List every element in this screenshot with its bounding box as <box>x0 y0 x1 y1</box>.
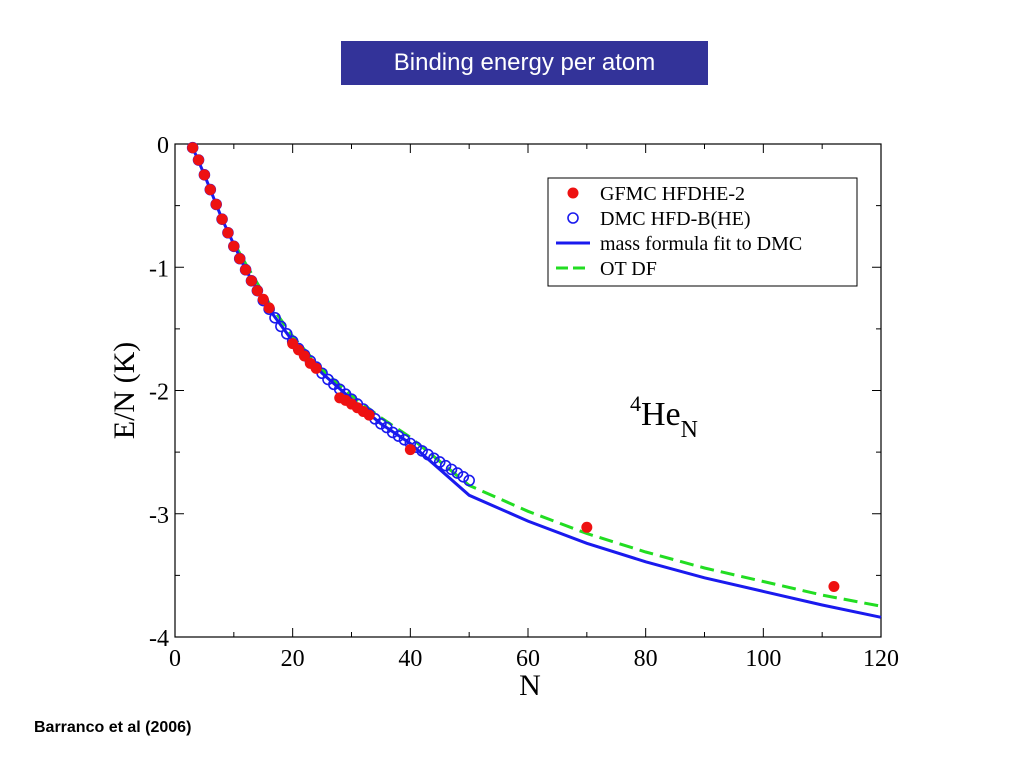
series-line-ot-df <box>232 241 882 608</box>
data-point-gfmc-hfdhe-2 <box>581 521 593 533</box>
data-point-dmc-hfd-b-he <box>439 459 452 472</box>
legend-marker <box>567 212 579 224</box>
data-point-dmc-hfd-b-he <box>422 448 434 461</box>
data-point-gfmc-hfdhe-2 <box>245 275 257 287</box>
data-point-gfmc-hfdhe-2 <box>204 184 216 196</box>
data-point-gfmc-hfdhe-2 <box>240 264 252 276</box>
legend-label: mass formula fit to DMC <box>600 233 802 255</box>
data-point-gfmc-hfdhe-2 <box>298 350 310 362</box>
x-tick-label: 60 <box>516 646 540 672</box>
isotope-annotation: 4HeN <box>630 391 698 443</box>
y-tick-label: -2 <box>149 380 169 406</box>
legend-label: DMC HFD-B(HE) <box>600 208 751 230</box>
data-point-gfmc-hfdhe-2 <box>198 169 210 181</box>
data-point-dmc-hfd-b-he <box>269 311 281 324</box>
data-point-dmc-hfd-b-he <box>445 463 458 476</box>
data-point-dmc-hfd-b-he <box>375 417 387 430</box>
data-point-gfmc-hfdhe-2 <box>187 142 199 154</box>
data-point-gfmc-hfdhe-2 <box>251 285 263 297</box>
x-tick-label: 80 <box>634 646 658 672</box>
data-point-dmc-hfd-b-he <box>433 456 446 468</box>
data-point-dmc-hfd-b-he <box>463 474 475 487</box>
legend-marker <box>567 187 579 199</box>
data-point-gfmc-hfdhe-2 <box>228 240 240 252</box>
data-point-dmc-hfd-b-he <box>275 320 287 333</box>
x-tick-label: 120 <box>863 646 899 672</box>
data-point-dmc-hfd-b-he <box>398 433 411 446</box>
data-point-gfmc-hfdhe-2 <box>363 409 375 421</box>
y-tick-label: -4 <box>149 626 169 652</box>
x-tick-label: 0 <box>169 646 181 672</box>
y-tick-label: -3 <box>149 503 169 529</box>
data-point-gfmc-hfdhe-2 <box>310 362 322 374</box>
data-point-dmc-hfd-b-he <box>416 445 428 457</box>
x-tick-label: 100 <box>745 646 781 672</box>
slide-title: Binding energy per atom <box>341 41 708 85</box>
data-point-gfmc-hfdhe-2 <box>222 227 234 239</box>
data-point-dmc-hfd-b-he <box>428 452 440 465</box>
data-point-dmc-hfd-b-he <box>392 430 405 442</box>
y-axis-label: E/N (K) <box>108 342 141 439</box>
data-point-dmc-hfd-b-he <box>451 467 464 479</box>
x-axis-label: N <box>519 669 541 702</box>
data-point-gfmc-hfdhe-2 <box>263 302 275 314</box>
data-point-gfmc-hfdhe-2 <box>234 253 246 265</box>
legend-label: GFMC HFDHE-2 <box>600 183 745 205</box>
data-point-gfmc-hfdhe-2 <box>216 213 228 225</box>
y-tick-label: -1 <box>149 256 169 282</box>
x-tick-label: 20 <box>281 646 305 672</box>
citation: Barranco et al (2006) <box>34 719 192 736</box>
data-point-dmc-hfd-b-he <box>457 470 470 483</box>
data-point-gfmc-hfdhe-2 <box>193 154 205 166</box>
x-tick-label: 40 <box>398 646 422 672</box>
data-point-gfmc-hfdhe-2 <box>210 198 222 210</box>
legend-box <box>547 177 858 287</box>
data-point-gfmc-hfdhe-2 <box>257 293 269 305</box>
data-point-dmc-hfd-b-he <box>280 328 293 340</box>
data-point-gfmc-hfdhe-2 <box>404 444 416 456</box>
legend-label: OT DF <box>600 258 657 280</box>
data-point-dmc-hfd-b-he <box>386 426 399 439</box>
y-tick-label: 0 <box>157 133 169 159</box>
data-point-gfmc-hfdhe-2 <box>828 580 840 592</box>
